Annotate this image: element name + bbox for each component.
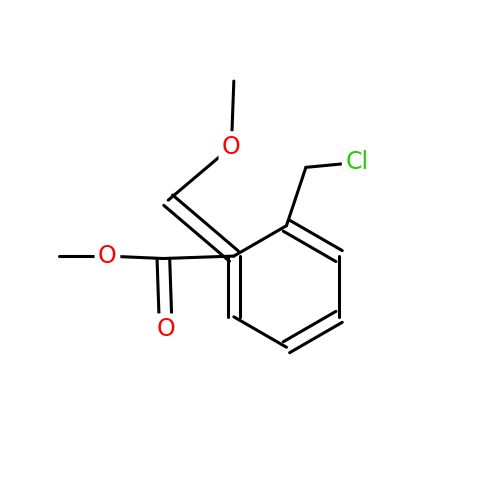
- Text: O: O: [98, 244, 117, 268]
- Text: O: O: [156, 317, 175, 341]
- Text: O: O: [222, 134, 241, 158]
- Text: Cl: Cl: [346, 150, 368, 174]
